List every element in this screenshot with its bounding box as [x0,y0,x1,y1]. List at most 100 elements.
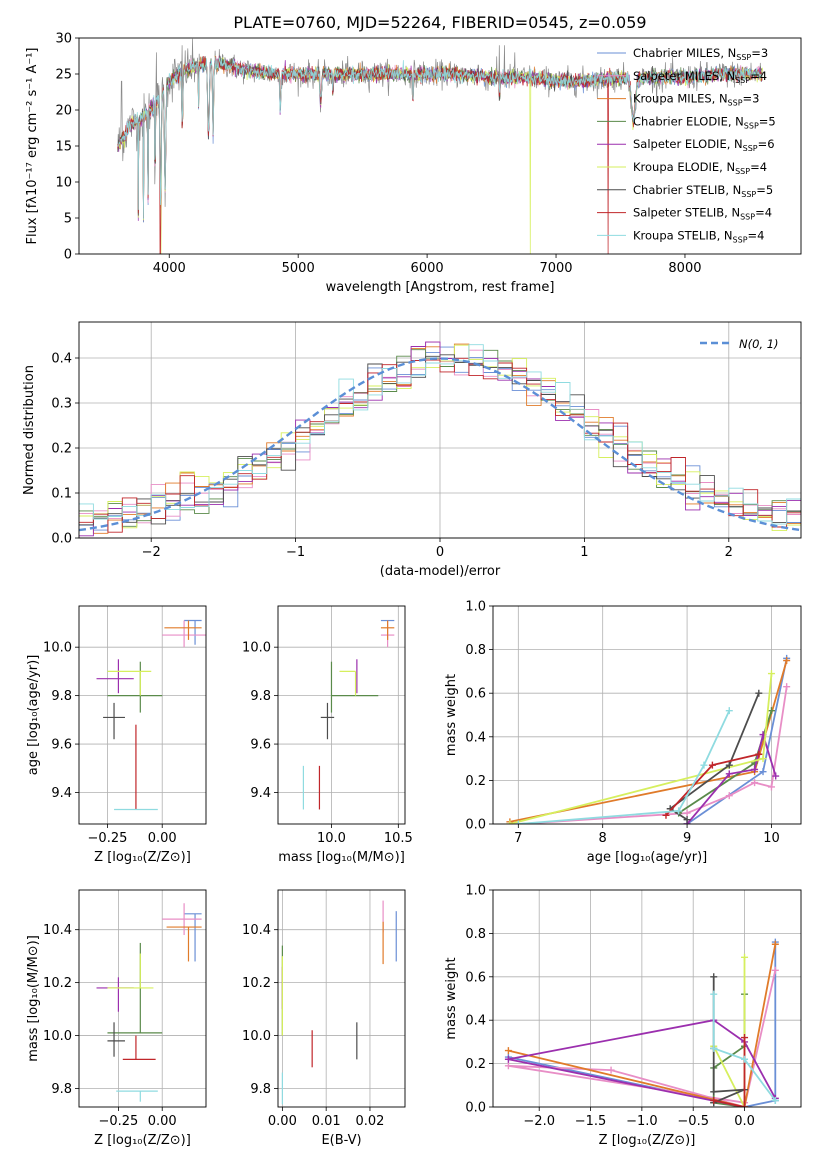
weight-line-kroupa-elodie [509,673,773,824]
weight-marker [683,816,691,824]
legend-entry-label: Kroupa ELODIE, N [633,160,735,174]
x-tick-label: 10 [763,831,780,846]
axes-frame [78,321,802,539]
weight-marker [771,1096,779,1104]
y-tick-label: 9.6 [51,738,72,753]
y-axis-label: Flux [fλ10⁻¹⁷ erg cm⁻² s⁻¹ A⁻¹] [25,48,40,245]
x-tick-label: 0.00 [148,1114,177,1129]
weight-marker [725,792,733,800]
errorbar-kroupa-miles [166,926,202,962]
x-tick-label: 2 [725,545,733,560]
errorbar-kroupa-elodie [339,670,357,696]
legend-entry: Chabrier ELODIE, NSSP=5 [633,114,776,130]
axes-frame [78,889,207,1108]
y-tick-label: 0.1 [51,487,72,502]
weight-marker [759,755,767,763]
x-tick-label: 8000 [668,261,701,276]
legend-entry-count: =4 [748,228,765,242]
model-spectrum-kroupa-stelib [117,56,763,220]
y-tick-label: 9.8 [250,1082,271,1097]
plot-area [96,619,206,811]
x-tick-label: 0.02 [355,1114,384,1129]
legend-entry-subscript: SSP [743,144,758,153]
errorbar-chabrier-stelib [320,702,335,740]
weight-marker [725,707,733,715]
y-axis-label: Normed distribution [22,365,37,495]
chart-mass-vs-EBV: 0.00 0.01 0.02 9.8 10.0 10.2 10.4 E(B-V) [242,889,406,1148]
legend-entry-label: Salpeter STELIB, N [633,206,740,220]
errorbar-chabrier-miles [184,913,202,962]
plot-area [96,903,202,1102]
legend-entry-label: Kroupa MILES, N [633,92,728,106]
errorbar-kroupa-stelib [116,1090,158,1102]
x-axis-label: Z [log₁₀(Z/Z⊙)] [94,1133,191,1148]
y-tick-label: 10.4 [242,923,271,938]
weight-marker [514,820,522,824]
legend-entry: Salpeter ELODIE, NSSP=6 [633,137,775,153]
legend-entry-subscript: SSP [740,213,755,222]
y-tick-label: 5 [64,212,72,227]
spectrum-legend: Chabrier MILES, NSSP=3 Salpeter MILES, NS… [597,46,776,244]
weight-line-kroupa-miles [508,944,777,1107]
x-tick-label: 7000 [539,261,572,276]
x-tick-label: 7 [514,831,522,846]
x-tick-label: 10.5 [384,831,413,846]
weight-marker [607,1066,615,1074]
y-tick-label: 10 [55,176,72,191]
legend-entry-label: Chabrier ELODIE, N [633,114,744,128]
y-axis-label: mass weight [444,957,459,1039]
weight-line-kroupa-miles [509,660,788,823]
y-tick-label: 15 [55,140,72,155]
legend-entry-label: Chabrier MILES, N [633,46,736,60]
y-tick-label: 0.8 [465,927,486,942]
legend-entry-count: =4 [750,69,767,83]
x-tick-label: 9 [683,831,691,846]
errorbar-kroupa-elodie [107,670,152,696]
errorbar-salpeter-miles [162,620,206,648]
legend-entry-subscript: SSP [736,53,751,62]
x-tick-label: −1 [286,545,305,560]
y-tick-label: 0.0 [51,532,72,547]
weight-marker [771,966,779,974]
y-tick-label: 10.0 [43,641,72,656]
legend-entry-subscript: SSP [741,190,756,199]
x-tick-label: 0.00 [268,1114,297,1129]
weight-marker [783,683,791,691]
plot-area [281,900,397,1105]
legend-entry: Chabrier MILES, NSSP=3 [633,46,768,62]
errorbar-kroupa-miles [164,620,202,640]
axes-frame [78,605,207,825]
legend-entry-count: =4 [750,160,767,174]
chart-age-vs-Z: −0.25 0.00 9.4 9.6 9.8 10.0 Z [log₁₀(Z/Z⊙)] age… [26,605,207,865]
y-tick-label: 30 [55,32,72,47]
weight-marker [700,761,708,769]
legend-entry: Salpeter MILES, NSSP=4 [633,69,767,85]
residual-histogram-kroupa-stelib [79,344,801,525]
y-tick-label: 0.4 [465,1014,486,1029]
y-tick-label: 9.6 [250,738,271,753]
weight-marker [725,761,733,769]
x-tick-label: −1.5 [575,1114,607,1129]
y-tick-label: 0.6 [465,970,486,985]
y-tick-label: 0.3 [51,397,72,412]
y-tick-label: 0.0 [465,818,486,833]
legend-entry-label: Kroupa STELIB, N [633,228,733,242]
weight-line-kroupa-stelib [712,994,777,1102]
y-tick-label: 0.2 [465,1057,486,1072]
weight-marker [725,770,733,778]
chart-spectrum: 4000 5000 6000 7000 8000 0 5 10 15 20 25 30 waveleng… [25,32,802,295]
residual-histogram-chabrier-stelib [79,354,801,526]
errorbar-chabrier-elodie [330,661,379,713]
errorbar-kroupa-miles [380,620,395,640]
y-tick-label: 25 [55,68,72,83]
weight-marker [741,1103,749,1107]
x-tick-label: 0.00 [148,831,177,846]
y-tick-label: 10.0 [242,641,271,656]
weight-line-kroupa-stelib [518,710,731,824]
errorbar-chabrier-miles [184,619,202,645]
normal-curve [79,357,801,532]
x-tick-label: 0 [436,545,444,560]
x-tick-label: −0.25 [88,831,128,846]
errorbar-salpeter-miles [162,903,202,935]
